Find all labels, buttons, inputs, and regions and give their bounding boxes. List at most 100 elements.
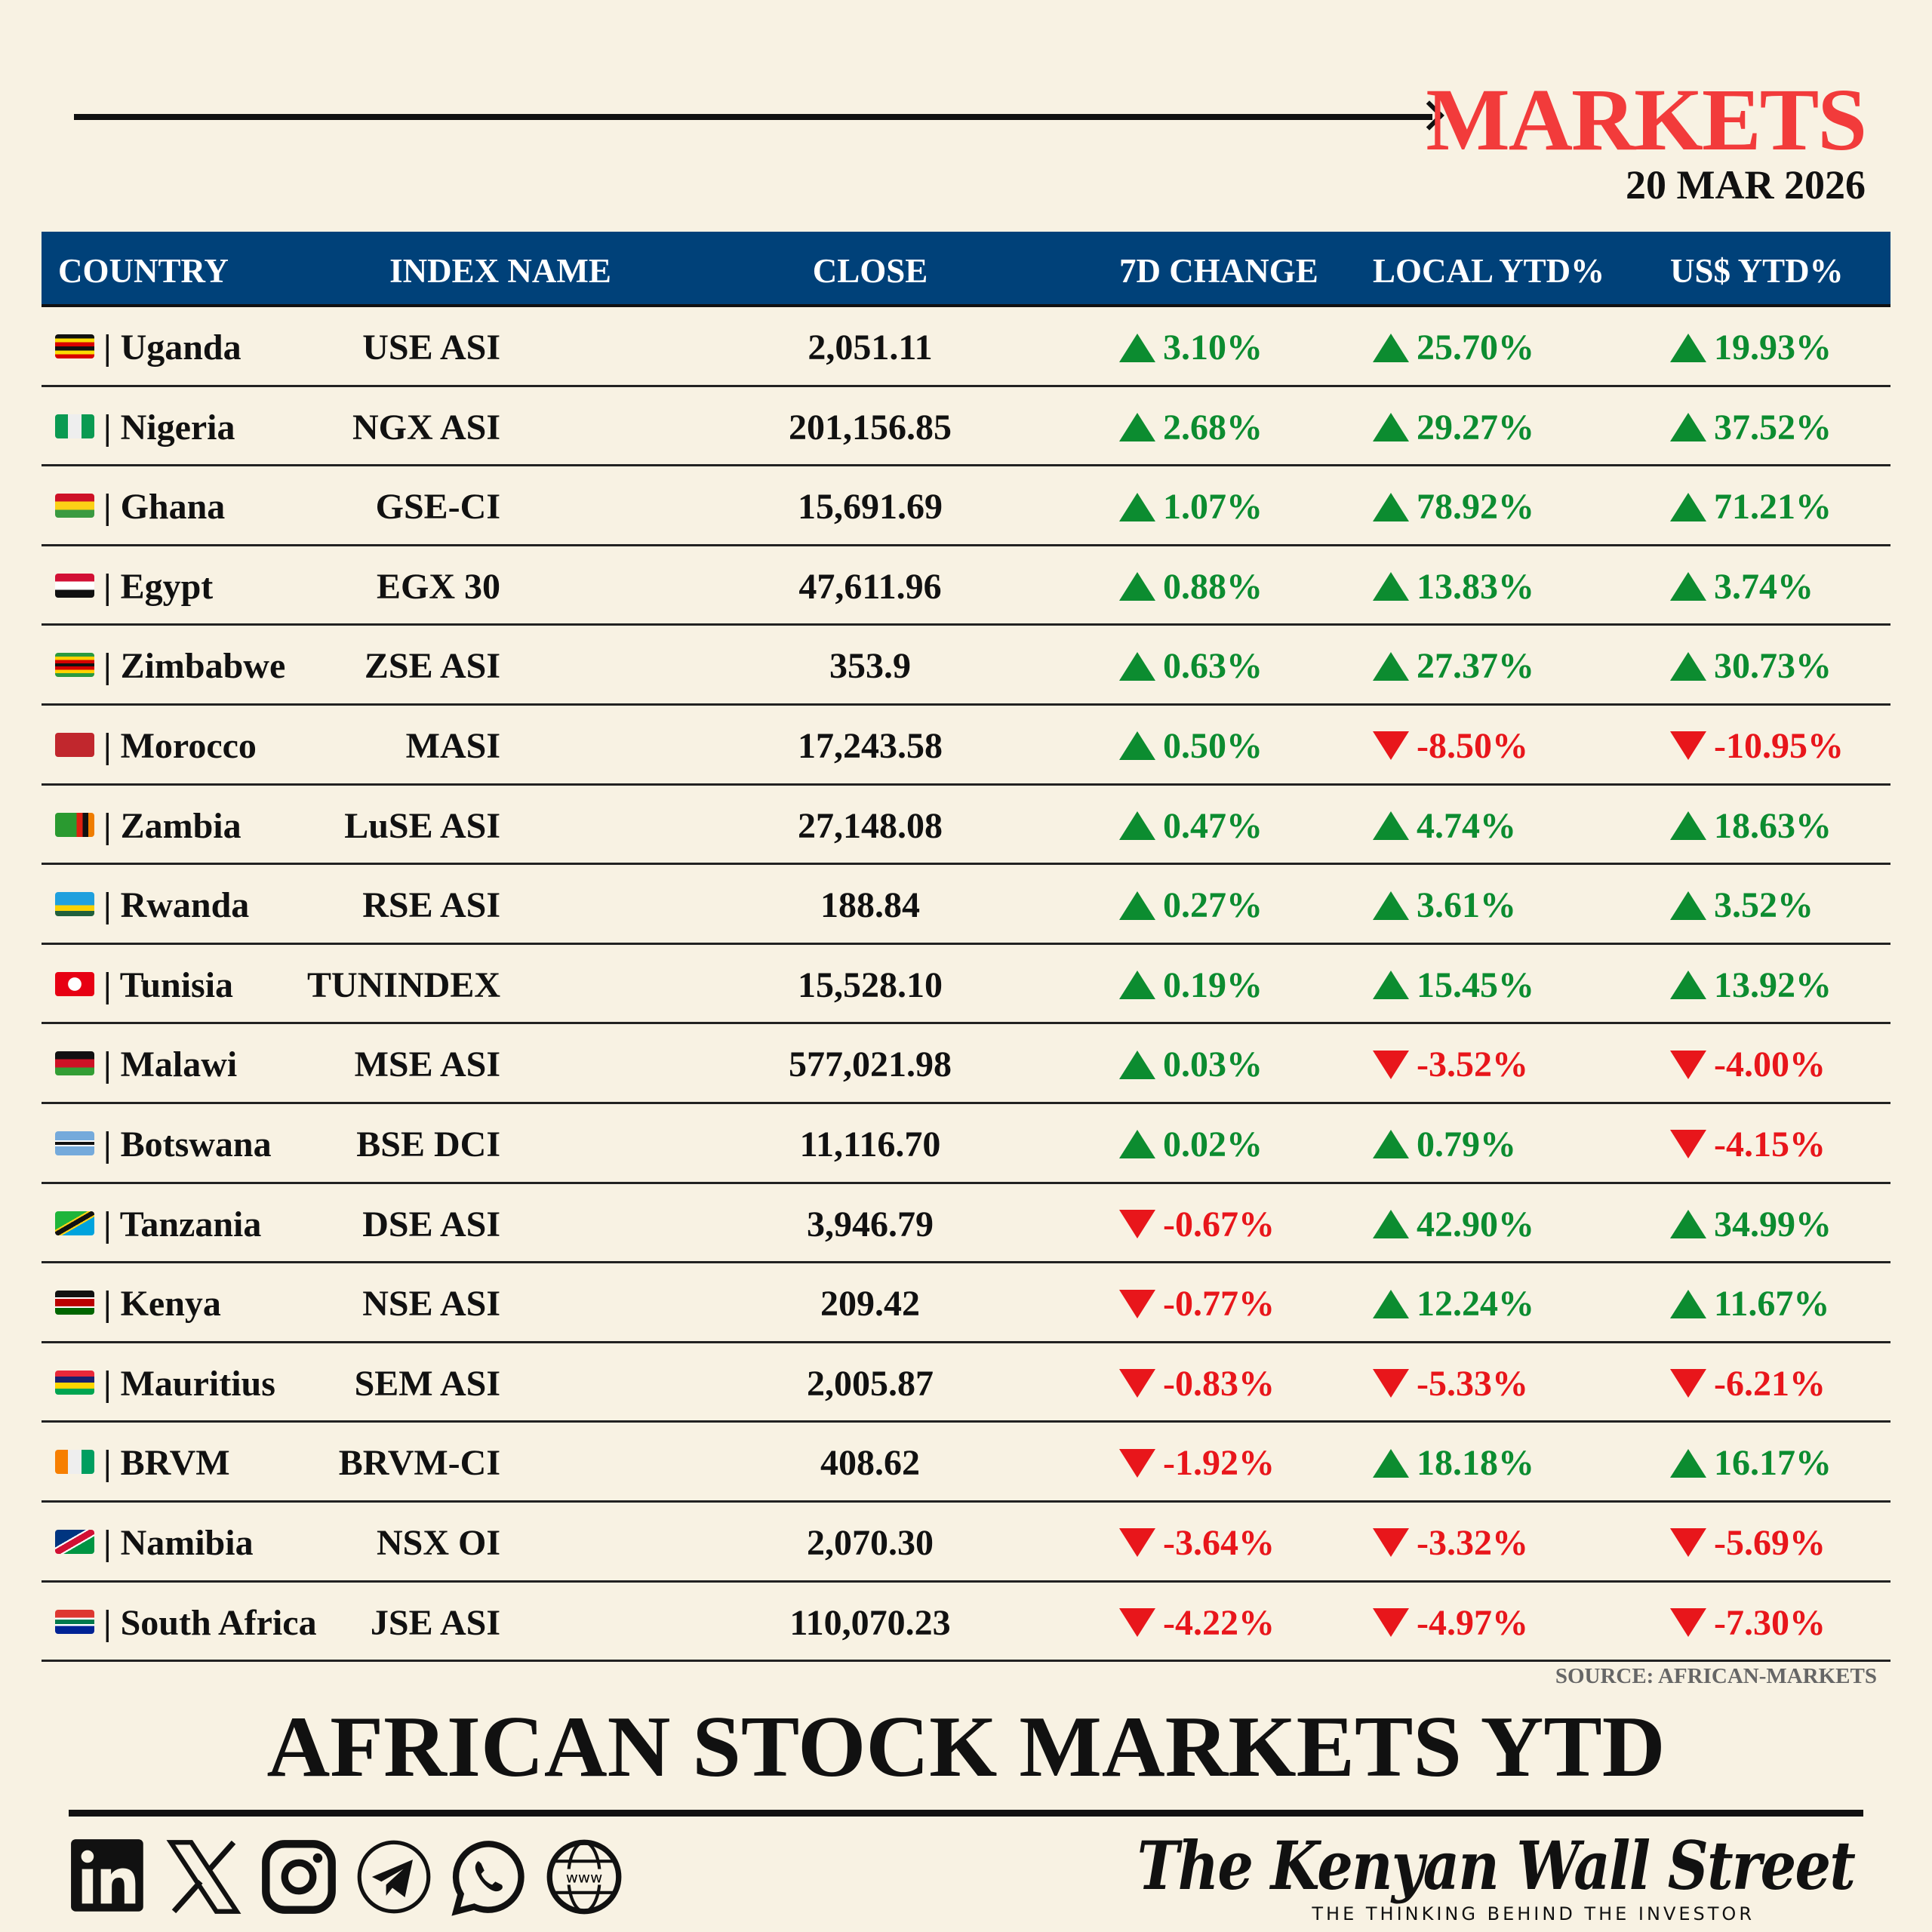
table-row: | Ghana GSE-CI 15,691.69 1.07% 78.92% 71.21%: [42, 466, 1890, 546]
section-title: MARKETS: [1426, 70, 1867, 169]
triangle-up-icon: [1373, 1289, 1409, 1318]
telegram-icon[interactable]: [355, 1838, 433, 1916]
close-value-text: 353.9: [829, 646, 911, 687]
change-7d-value: 0.19%: [1163, 964, 1263, 1005]
triangle-down-icon: [1373, 1608, 1409, 1637]
table-row: | Mauritius SEM ASI 2,005.87 -0.83% -5.33% -6…: [42, 1343, 1890, 1423]
country-name: | Tanzania: [103, 1204, 262, 1244]
triangle-up-icon: [1119, 971, 1155, 1000]
table-row: | Tunisia TUNINDEX 15,528.10 0.19% 15.45% 13.…: [42, 945, 1890, 1025]
linkedin-icon[interactable]: [69, 1838, 148, 1916]
triangle-up-icon: [1670, 413, 1706, 442]
triangle-up-icon: [1119, 891, 1155, 920]
flag-tn-icon: [55, 971, 94, 996]
usd-ytd-value: 30.73%: [1714, 646, 1832, 687]
change-7d: -0.67%: [1119, 1204, 1275, 1245]
country-name: | Malawi: [103, 1044, 238, 1085]
close-value-text: 47,611.96: [798, 566, 942, 607]
index-name-text: TUNINDEX: [306, 964, 500, 1005]
usd-ytd: -4.15%: [1670, 1124, 1826, 1165]
instagram-icon[interactable]: [260, 1838, 338, 1916]
local-ytd-value: 0.79%: [1417, 1124, 1516, 1164]
local-ytd: 27.37%: [1373, 645, 1534, 687]
triangle-down-icon: [1119, 1448, 1155, 1478]
usd-ytd-value: -4.00%: [1714, 1044, 1826, 1085]
usd-ytd-value: 16.17%: [1714, 1443, 1832, 1484]
country-name: | Mauritius: [103, 1363, 275, 1404]
col-index-name: INDEX NAME: [389, 252, 611, 290]
change-7d-value: -0.67%: [1163, 1204, 1275, 1244]
usd-ytd-value: 3.74%: [1714, 566, 1814, 607]
triangle-up-icon: [1670, 572, 1706, 601]
change-7d-value: 0.88%: [1163, 566, 1263, 607]
usd-ytd: -5.69%: [1670, 1522, 1826, 1564]
website-icon[interactable]: www: [545, 1838, 623, 1916]
local-ytd: 78.92%: [1373, 486, 1534, 528]
change-7d-value: -0.83%: [1163, 1363, 1275, 1404]
table-row: | Zimbabwe ZSE ASI 353.9 0.63% 27.37% 30.73%: [42, 626, 1890, 706]
change-7d-value: -3.64%: [1163, 1522, 1275, 1563]
change-7d-value: 0.03%: [1163, 1044, 1263, 1085]
date-label: 20 MAR 2026: [1626, 162, 1866, 208]
flag-ug-icon: [55, 334, 94, 358]
usd-ytd: 71.21%: [1670, 486, 1832, 528]
triangle-up-icon: [1119, 492, 1155, 521]
triangle-up-icon: [1670, 1289, 1706, 1318]
triangle-down-icon: [1670, 1608, 1706, 1637]
local-ytd-value: -4.97%: [1417, 1602, 1528, 1643]
table-row: | Morocco MASI 17,243.58 0.50% -8.50% -10.95%: [42, 706, 1890, 786]
close-value-text: 188.84: [820, 885, 920, 926]
country-name: | Uganda: [103, 328, 242, 368]
triangle-down-icon: [1373, 731, 1409, 761]
flag-na-icon: [55, 1529, 94, 1554]
col-close: CLOSE: [812, 252, 928, 290]
table-row: | Nigeria NGX ASI 201,156.85 2.68% 29.27% 37.…: [42, 387, 1890, 467]
flag-eg-icon: [55, 573, 94, 598]
change-7d: 0.27%: [1119, 884, 1263, 926]
triangle-up-icon: [1373, 651, 1409, 681]
change-7d: 0.50%: [1119, 725, 1263, 767]
index-name-text: RSE ASI: [362, 885, 501, 926]
local-ytd: -3.52%: [1373, 1044, 1528, 1085]
triangle-down-icon: [1670, 1050, 1706, 1079]
triangle-up-icon: [1119, 333, 1155, 362]
divider: [69, 1810, 1863, 1817]
country-name: | Kenya: [103, 1284, 221, 1324]
local-ytd-value: 42.90%: [1417, 1204, 1534, 1244]
triangle-up-icon: [1670, 811, 1706, 841]
triangle-up-icon: [1119, 1130, 1155, 1159]
local-ytd-value: 15.45%: [1417, 964, 1534, 1005]
triangle-up-icon: [1670, 891, 1706, 920]
col-usd-ytd: US$ YTD%: [1670, 252, 1844, 290]
main-title: AFRICAN STOCK MARKETS YTD: [266, 1699, 1666, 1795]
local-ytd: 12.24%: [1373, 1283, 1534, 1324]
flag-ng-icon: [55, 414, 94, 438]
local-ytd-value: 29.27%: [1417, 407, 1534, 448]
usd-ytd: 3.74%: [1670, 566, 1814, 608]
index-name-text: LuSE ASI: [344, 805, 500, 846]
country-name: | South Africa: [103, 1602, 317, 1643]
flag-ke-icon: [55, 1291, 94, 1315]
local-ytd: -4.97%: [1373, 1602, 1528, 1644]
x-icon[interactable]: [165, 1838, 243, 1916]
table-row: | Malawi MSE ASI 577,021.98 0.03% -3.52% -4.0…: [42, 1024, 1890, 1104]
col-country: COUNTRY: [58, 252, 229, 290]
triangle-down-icon: [1670, 1130, 1706, 1159]
usd-ytd: 30.73%: [1670, 645, 1832, 687]
usd-ytd: 18.63%: [1670, 805, 1832, 847]
triangle-up-icon: [1670, 1448, 1706, 1478]
country-name: | Zambia: [103, 805, 242, 846]
index-name-text: NSE ASI: [362, 1284, 501, 1324]
whatsapp-icon[interactable]: [450, 1838, 528, 1916]
table-row: | Botswana BSE DCI 11,116.70 0.02% 0.79% -4.1…: [42, 1104, 1890, 1184]
local-ytd: -8.50%: [1373, 725, 1528, 767]
local-ytd: -5.33%: [1373, 1363, 1528, 1404]
usd-ytd-value: -6.21%: [1714, 1363, 1826, 1404]
local-ytd-value: -5.33%: [1417, 1363, 1528, 1404]
triangle-down-icon: [1119, 1608, 1155, 1637]
flag-zm-icon: [55, 812, 94, 837]
local-ytd: 0.79%: [1373, 1124, 1516, 1165]
website-label: www: [566, 1869, 602, 1886]
triangle-up-icon: [1670, 651, 1706, 681]
usd-ytd: -4.00%: [1670, 1044, 1826, 1085]
